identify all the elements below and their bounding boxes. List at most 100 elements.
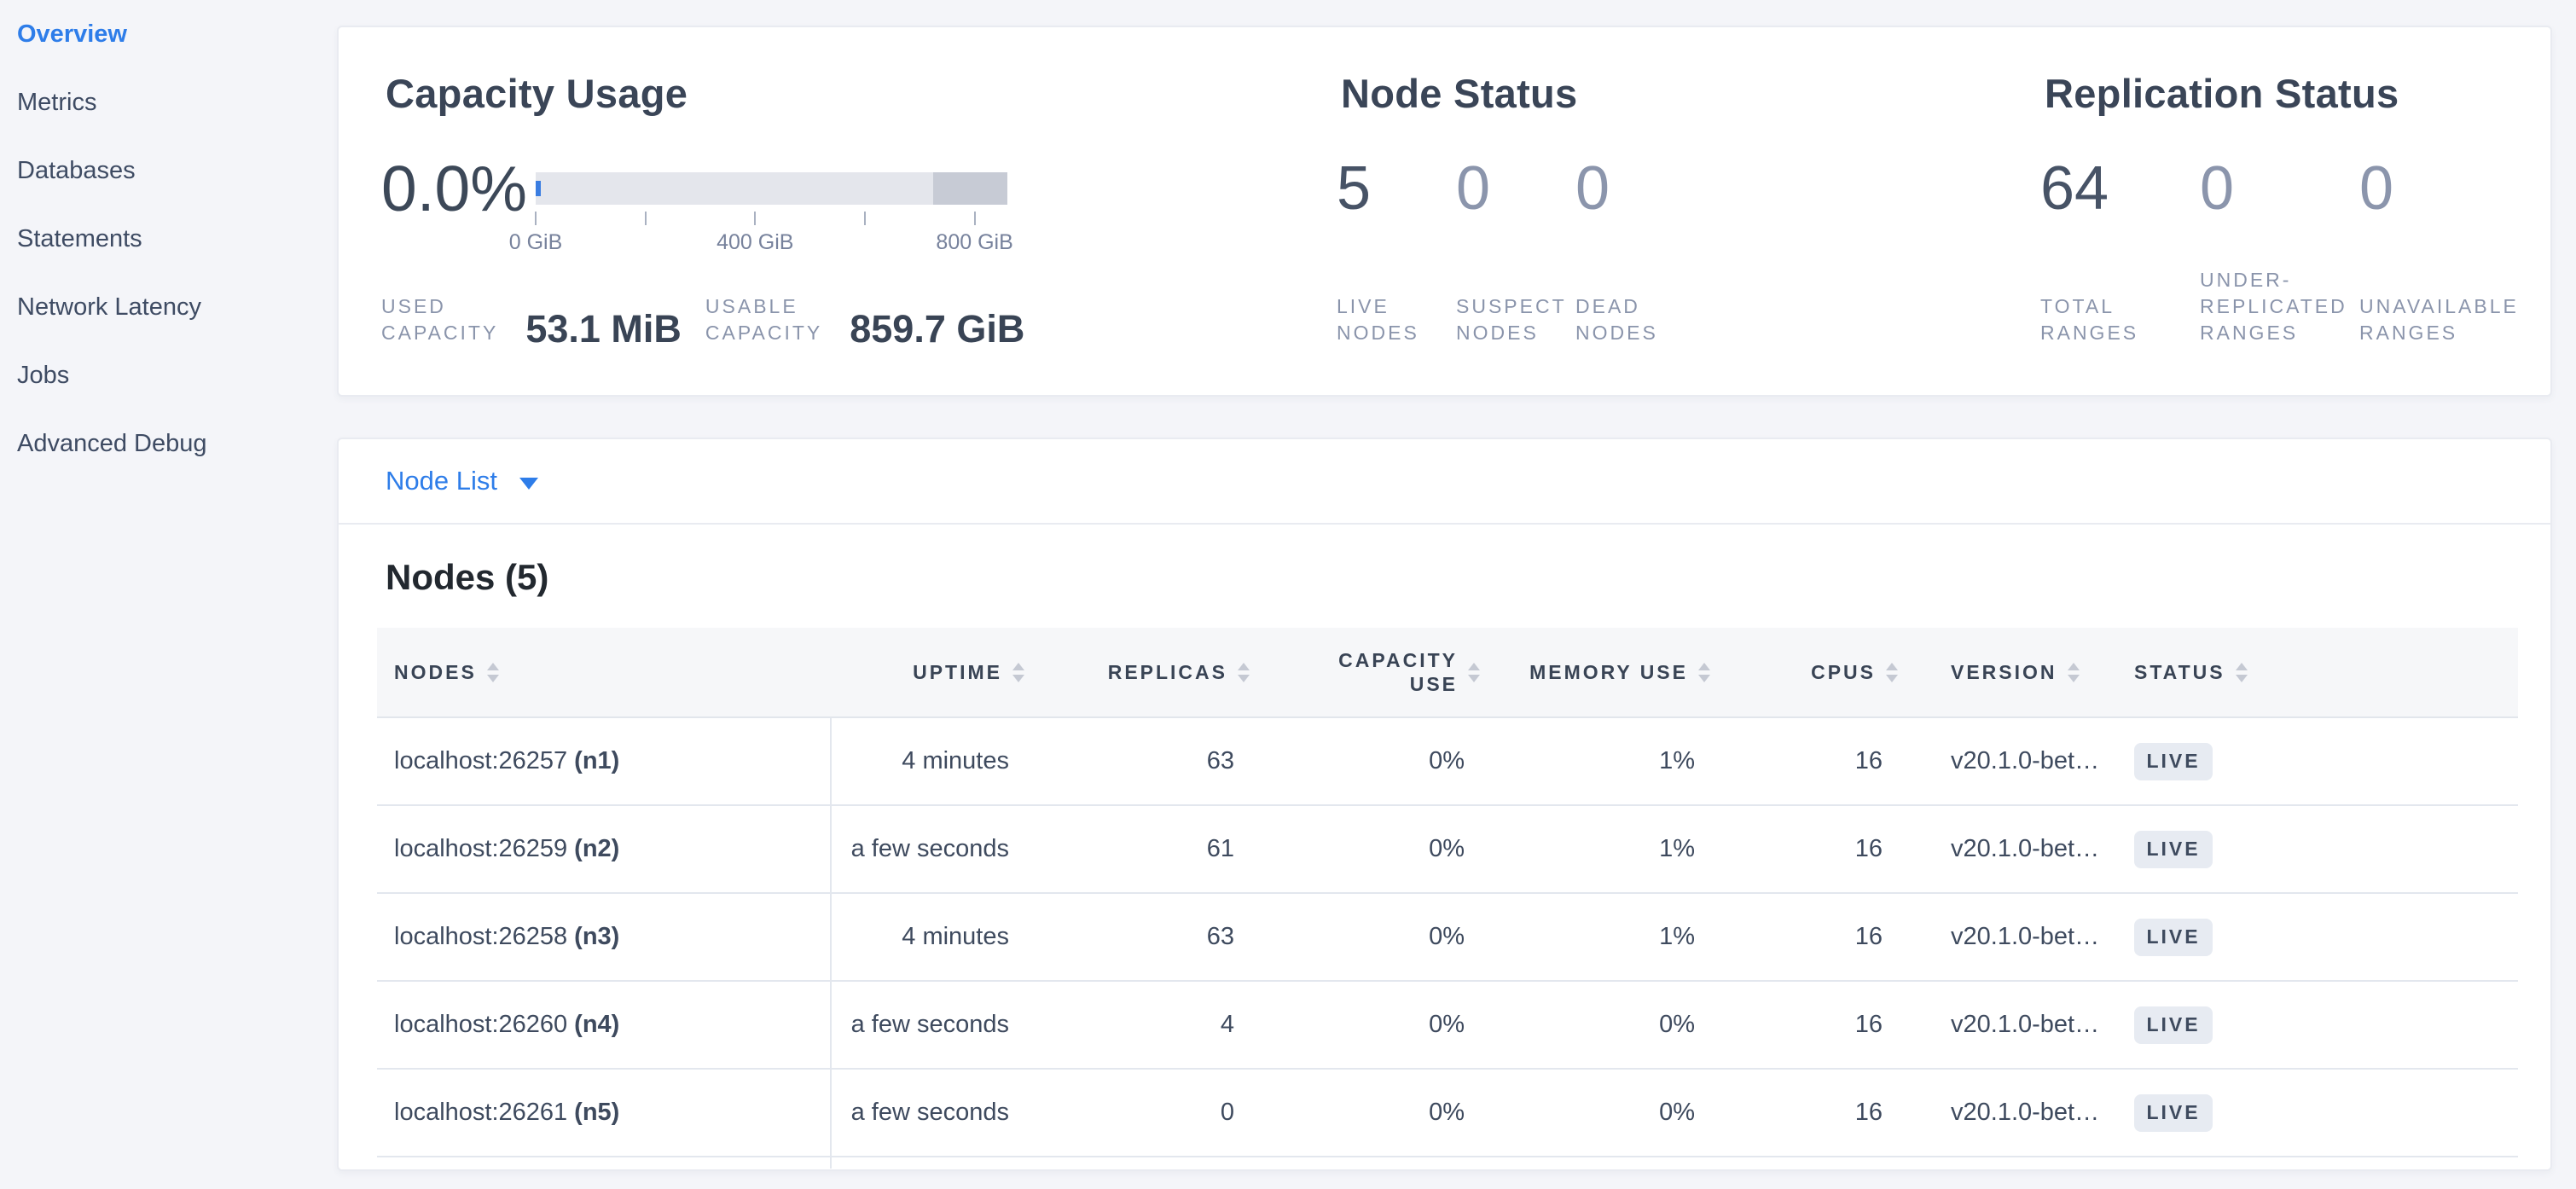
cell-memory-use: 0% [1659, 1011, 1695, 1038]
cell-cpus: 16 [1854, 835, 1883, 862]
node-id: (n5) [574, 1099, 620, 1126]
column-header-label: MEMORY USE [1529, 660, 1688, 683]
cell-uptime: a few seconds [850, 1099, 1009, 1126]
column-header-label: UPTIME [913, 660, 1002, 683]
sidebar-item-jobs[interactable]: Jobs [17, 361, 70, 389]
column-header-label: CPUS [1811, 660, 1876, 683]
cell-memory-use: 1% [1659, 923, 1695, 950]
node-status-number: 0 [1456, 154, 1491, 223]
sort-asc-arrow-icon [2067, 662, 2080, 670]
nodes-table-body: localhost:26257 (n1) 4 minutes 63 0% 1% 16 v20.… [377, 718, 2518, 1157]
cell-capacity-use: 0% [1429, 835, 1465, 862]
cell-uptime: 4 minutes [902, 747, 1009, 774]
replication-status-section: Replication Status 64 0 0 TOTAL RANGES UNDER… [2040, 27, 2552, 395]
cell-nodes: localhost:26259 (n2) [377, 806, 830, 892]
chevron-down-icon [519, 478, 538, 490]
column-header-memory-use[interactable]: MEMORY USE [1490, 628, 1720, 716]
table-row[interactable]: localhost:26258 (n3) 4 minutes 63 0% 1% 16 v20.… [377, 894, 2518, 982]
column-header-label: STATUS [2134, 660, 2225, 683]
cell-memory-use: 1% [1659, 835, 1695, 862]
status-badge: LIVE [2134, 1093, 2213, 1132]
gauge-tick-400 [754, 212, 757, 225]
sidebar-item-overview[interactable]: Overview [17, 20, 127, 48]
replication-number: 0 [2200, 154, 2235, 223]
node-status-suspect-nodes-value: 0 [1456, 154, 1575, 224]
gauge-tick-200 [644, 212, 647, 225]
sort-icon [1698, 662, 1710, 682]
used-capacity-label-line2: CAPACITY [381, 322, 499, 344]
status-badge: LIVE [2134, 742, 2213, 780]
sort-asc-arrow-icon [2235, 662, 2248, 670]
sidebar-item-statements[interactable]: Statements [17, 224, 142, 252]
sidebar-item-databases[interactable]: Databases [17, 156, 136, 184]
used-capacity-value: 53.1 MiB [525, 307, 682, 351]
cell-capacity-use: 0% [1429, 923, 1465, 950]
replication-unavailable-ranges-value: 0 [2359, 154, 2519, 224]
cell-cpus: 16 [1854, 923, 1883, 950]
node-status-labels: LIVE NODES SUSPECT NODES DEAD NODES [1337, 266, 1695, 346]
sidebar-item-network-latency[interactable]: Network Latency [17, 293, 201, 321]
node-status-number: 0 [1575, 154, 1610, 223]
nodes-table-heading: Nodes (5) [386, 557, 549, 597]
usable-capacity-value: 859.7 GiB [850, 307, 1025, 351]
column-header-uptime[interactable]: UPTIME [830, 628, 1035, 716]
gauge-tick-800 [973, 212, 976, 225]
cell-replicas: 61 [1206, 835, 1234, 862]
cell-uptime: 4 minutes [902, 923, 1009, 950]
node-status-title: Node Status [1341, 71, 1578, 116]
cluster-summary-card: Capacity Usage 0.0% 0 GiB 400 GiB 800 GiB … [337, 26, 2552, 397]
replication-number: 0 [2359, 154, 2394, 223]
cell-status: LIVE [2117, 806, 2518, 892]
cell-version: v20.1.0-bet… [1951, 747, 2100, 774]
node-status-suspect-nodes-label: SUSPECT NODES [1456, 293, 1575, 346]
nodes-table-header: NODES UPTIME REPLICAS CAPACITY USE MEMORY USE… [377, 628, 2518, 718]
gauge-tick-label-0: 0 GiB [508, 230, 563, 254]
node-status-label-text: SUSPECT NODES [1456, 295, 1567, 344]
column-header-capacity-use[interactable]: CAPACITY USE [1260, 628, 1490, 716]
sidebar-item-metrics[interactable]: Metrics [17, 88, 97, 116]
cell-nodes: localhost:26261 (n5) [377, 1070, 830, 1156]
cell-uptime: a few seconds [850, 835, 1009, 862]
replication-status-labels: TOTAL RANGES UNDER- REPLICATED RANGES UNAVAIL… [2040, 266, 2519, 346]
sort-asc-arrow-icon [486, 662, 499, 670]
column-header-nodes[interactable]: NODES [377, 628, 830, 716]
node-status-numbers: 5 0 0 [1337, 154, 1695, 224]
sort-icon [1012, 662, 1024, 682]
replication-under-replicated-ranges-label: UNDER- REPLICATED RANGES [2200, 267, 2359, 346]
column-header-cpus[interactable]: CPUS [1720, 628, 1908, 716]
node-status-section: Node Status 5 0 0 LIVE NODES SUSPECT NODES DEA… [1337, 27, 2019, 395]
cell-version: v20.1.0-bet… [1951, 923, 2100, 950]
sort-asc-arrow-icon [1012, 662, 1024, 670]
node-list-dropdown[interactable]: Node List [339, 439, 2550, 525]
capacity-gauge: 0 GiB 400 GiB 800 GiB [509, 172, 1013, 254]
table-row[interactable]: localhost:26257 (n1) 4 minutes 63 0% 1% 16 v20.… [377, 718, 2518, 806]
node-address: localhost:26260 [394, 1011, 568, 1038]
table-column-divider [830, 718, 832, 1169]
capacity-gauge-track [536, 172, 1007, 205]
column-header-status[interactable]: STATUS [2117, 628, 2518, 716]
nodes-card: Node List Nodes (5) NODES UPTIME REPLICAS C… [337, 438, 2552, 1171]
column-header-replicas[interactable]: REPLICAS [1035, 628, 1260, 716]
table-row[interactable]: localhost:26260 (n4) a few seconds 4 0% 0% 16 v… [377, 982, 2518, 1070]
sort-asc-arrow-icon [1886, 662, 1898, 670]
node-status-number: 5 [1337, 154, 1372, 223]
replication-status-numbers: 64 0 0 [2040, 154, 2519, 224]
sort-desc-arrow-icon [1238, 674, 1250, 682]
status-badge: LIVE [2134, 1006, 2213, 1044]
cell-capacity-use: 0% [1429, 1011, 1465, 1038]
column-header-version[interactable]: VERSION [1908, 628, 2117, 716]
cell-version: v20.1.0-bet… [1951, 835, 2100, 862]
sidebar-item-advanced-debug[interactable]: Advanced Debug [17, 429, 207, 457]
sort-icon [1886, 662, 1898, 682]
cell-nodes: localhost:26258 (n3) [377, 894, 830, 980]
capacity-usage-title: Capacity Usage [386, 71, 688, 116]
table-row[interactable]: localhost:26259 (n2) a few seconds 61 0% 1% 16… [377, 806, 2518, 894]
capacity-usage-section: Capacity Usage 0.0% 0 GiB 400 GiB 800 GiB … [381, 27, 1362, 395]
node-list-dropdown-label: Node List [386, 466, 497, 496]
capacity-gauge-secondary-segment [933, 172, 1007, 205]
node-id: (n1) [574, 747, 620, 774]
sort-asc-arrow-icon [1468, 662, 1480, 670]
sort-icon [1238, 662, 1250, 682]
cell-nodes: localhost:26257 (n1) [377, 718, 830, 804]
table-row[interactable]: localhost:26261 (n5) a few seconds 0 0% 0% 16 v… [377, 1070, 2518, 1157]
